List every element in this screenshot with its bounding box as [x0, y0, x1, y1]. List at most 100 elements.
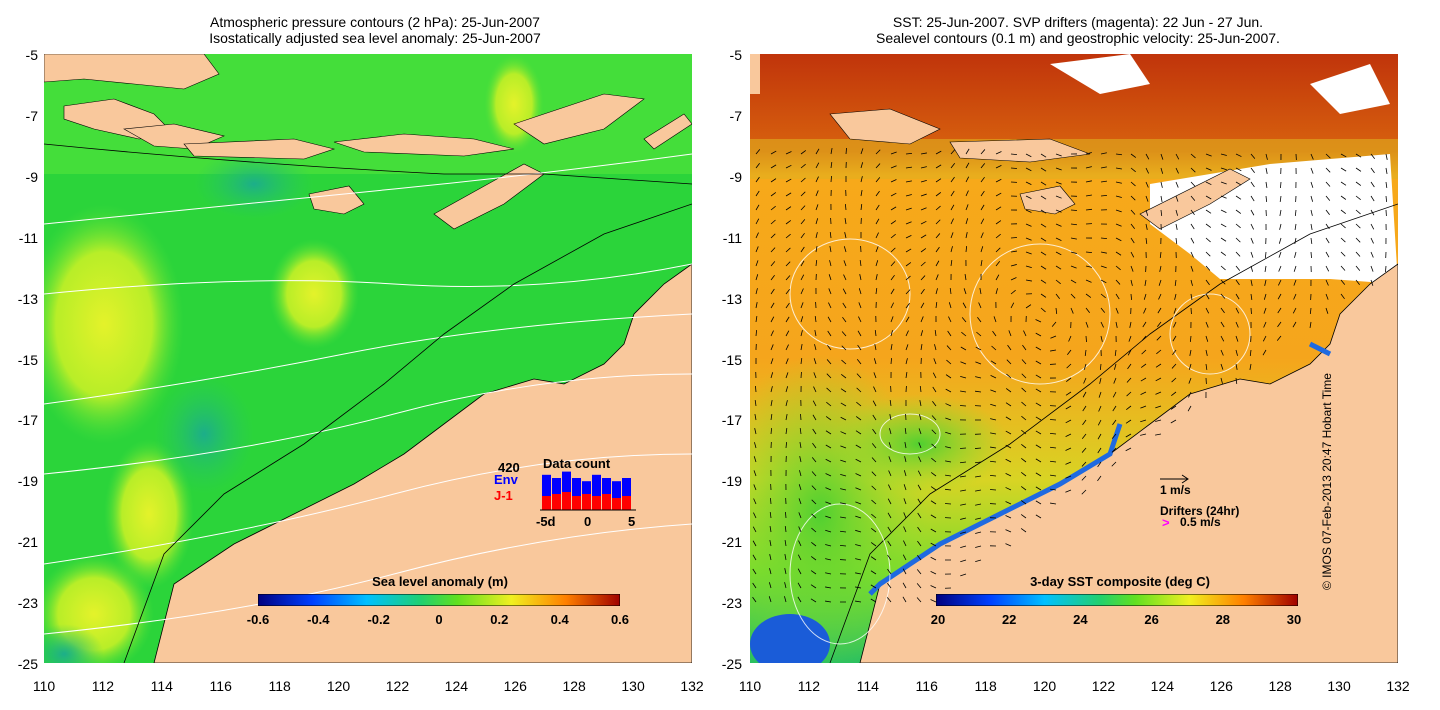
velocity-arrow	[1158, 293, 1162, 300]
velocity-arrow	[815, 232, 818, 239]
velocity-arrow	[919, 385, 922, 393]
velocity-arrow	[1205, 307, 1210, 314]
velocity-arrow	[755, 385, 757, 393]
velocity-arrow	[752, 596, 757, 603]
velocity-arrow	[965, 245, 968, 253]
velocity-arrow	[825, 416, 832, 421]
velocity-arrow	[1021, 387, 1027, 393]
velocity-arrow	[871, 485, 877, 491]
velocity-arrow	[1115, 153, 1123, 156]
velocity-arrow	[1325, 153, 1331, 159]
velocity-arrow	[1174, 293, 1177, 300]
velocity-arrow	[890, 261, 896, 267]
velocity-arrow	[841, 359, 847, 365]
velocity-arrow	[1130, 195, 1136, 201]
drifter-marker-icon: >	[1162, 515, 1170, 530]
x-tick-label: 116	[915, 678, 938, 694]
velocity-arrow	[890, 206, 897, 211]
velocity-arrow	[920, 193, 927, 197]
velocity-arrow	[965, 176, 970, 183]
velocity-arrow	[1235, 349, 1238, 356]
velocity-arrow	[1040, 265, 1047, 270]
velocity-arrow	[1265, 181, 1268, 188]
velocity-arrow	[856, 387, 862, 393]
velocity-arrow	[1250, 293, 1253, 300]
velocity-arrow	[1175, 237, 1178, 245]
velocity-arrow	[1205, 237, 1211, 243]
sla-colorbar	[258, 594, 620, 606]
velocity-arrow	[1035, 374, 1042, 379]
velocity-arrow	[933, 358, 937, 365]
velocity-arrow	[1171, 363, 1177, 369]
velocity-arrow	[905, 330, 909, 337]
y-tick-label: -15	[721, 351, 742, 368]
velocity-arrow	[1021, 443, 1027, 449]
velocity-arrow	[855, 458, 862, 463]
velocity-arrow	[872, 400, 877, 407]
velocity-arrow	[962, 302, 967, 309]
velocity-arrow	[1070, 209, 1078, 211]
velocity-arrow	[905, 316, 910, 323]
velocity-arrow	[1190, 181, 1196, 187]
velocity-arrow	[1190, 167, 1196, 173]
velocity-arrow	[1188, 391, 1192, 398]
velocity-arrow	[1250, 265, 1254, 272]
velocity-arrow	[1205, 321, 1209, 328]
j1-bar	[612, 498, 621, 510]
velocity-arrow	[890, 302, 895, 309]
velocity-arrow	[965, 204, 969, 211]
velocity-arrow	[812, 428, 817, 435]
velocity-arrow	[859, 274, 862, 281]
inset-tick-label: -5d	[536, 514, 556, 529]
velocity-arrow	[990, 360, 997, 365]
velocity-arrow	[800, 246, 805, 253]
velocity-arrow	[770, 316, 775, 323]
velocity-arrow	[1235, 237, 1241, 243]
velocity-arrow	[1278, 251, 1282, 258]
drifters-label: Drifters (24hr)	[1160, 504, 1240, 518]
velocity-arrow	[950, 218, 954, 225]
velocity-arrow	[1325, 209, 1330, 216]
velocity-arrow	[770, 400, 773, 407]
velocity-arrow	[1113, 377, 1117, 384]
velocity-arrow	[754, 414, 757, 421]
velocity-arrow	[814, 315, 817, 323]
velocity-arrow	[797, 554, 802, 561]
velocity-arrow	[770, 261, 776, 267]
velocity-arrow	[1040, 195, 1047, 200]
velocity-arrow	[1025, 181, 1032, 186]
velocity-arrow	[1049, 419, 1057, 421]
inset-title: Data count	[543, 456, 611, 471]
velocity-arrow	[995, 165, 1002, 169]
velocity-arrow	[1325, 307, 1329, 314]
velocity-arrow	[944, 488, 952, 491]
velocity-arrow	[1235, 223, 1241, 229]
velocity-arrow	[1159, 251, 1162, 259]
velocity-arrow	[920, 316, 924, 323]
velocity-arrow	[870, 570, 877, 575]
velocity-arrow	[829, 231, 832, 239]
velocity-arrow	[1220, 349, 1224, 356]
velocity-arrow	[995, 274, 1000, 281]
velocity-arrow	[1085, 335, 1087, 343]
x-tick-label: 130	[621, 678, 645, 694]
velocity-arrow	[1049, 446, 1057, 449]
velocity-arrow	[770, 205, 776, 211]
velocity-arrow	[950, 190, 955, 197]
velocity-arrow	[990, 418, 997, 421]
data-count-bar-chart	[540, 471, 636, 511]
velocity-arrow	[1160, 167, 1164, 174]
velocity-arrow	[1160, 181, 1163, 188]
velocity-arrow	[752, 554, 757, 561]
velocity-arrow	[770, 302, 775, 309]
velocity-arrow	[1205, 223, 1212, 228]
velocity-arrow	[1205, 153, 1212, 157]
velocity-arrow	[785, 511, 787, 519]
velocity-arrow	[1085, 180, 1092, 183]
velocity-arrow	[784, 554, 787, 561]
velocity-arrow	[1115, 321, 1118, 328]
x-tick-label: 122	[1091, 678, 1116, 694]
velocity-arrow	[855, 572, 862, 575]
velocity-arrow	[1190, 251, 1194, 258]
velocity-arrow	[945, 374, 952, 379]
